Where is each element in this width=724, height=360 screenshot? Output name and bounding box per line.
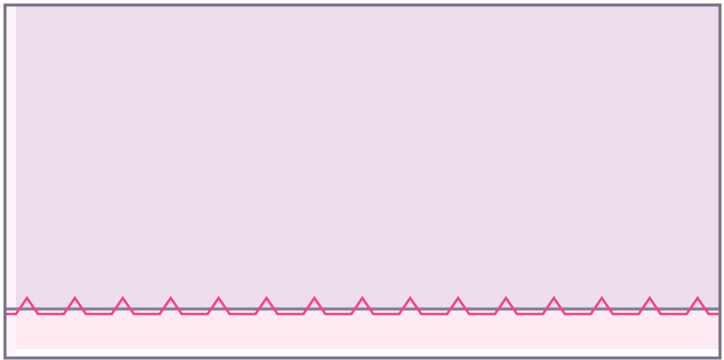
zigzag-wave (6, 295, 719, 316)
left-edge-strip (6, 6, 16, 356)
lower-region (16, 309, 719, 349)
upper-region (16, 6, 719, 309)
panel-border (3, 3, 722, 360)
